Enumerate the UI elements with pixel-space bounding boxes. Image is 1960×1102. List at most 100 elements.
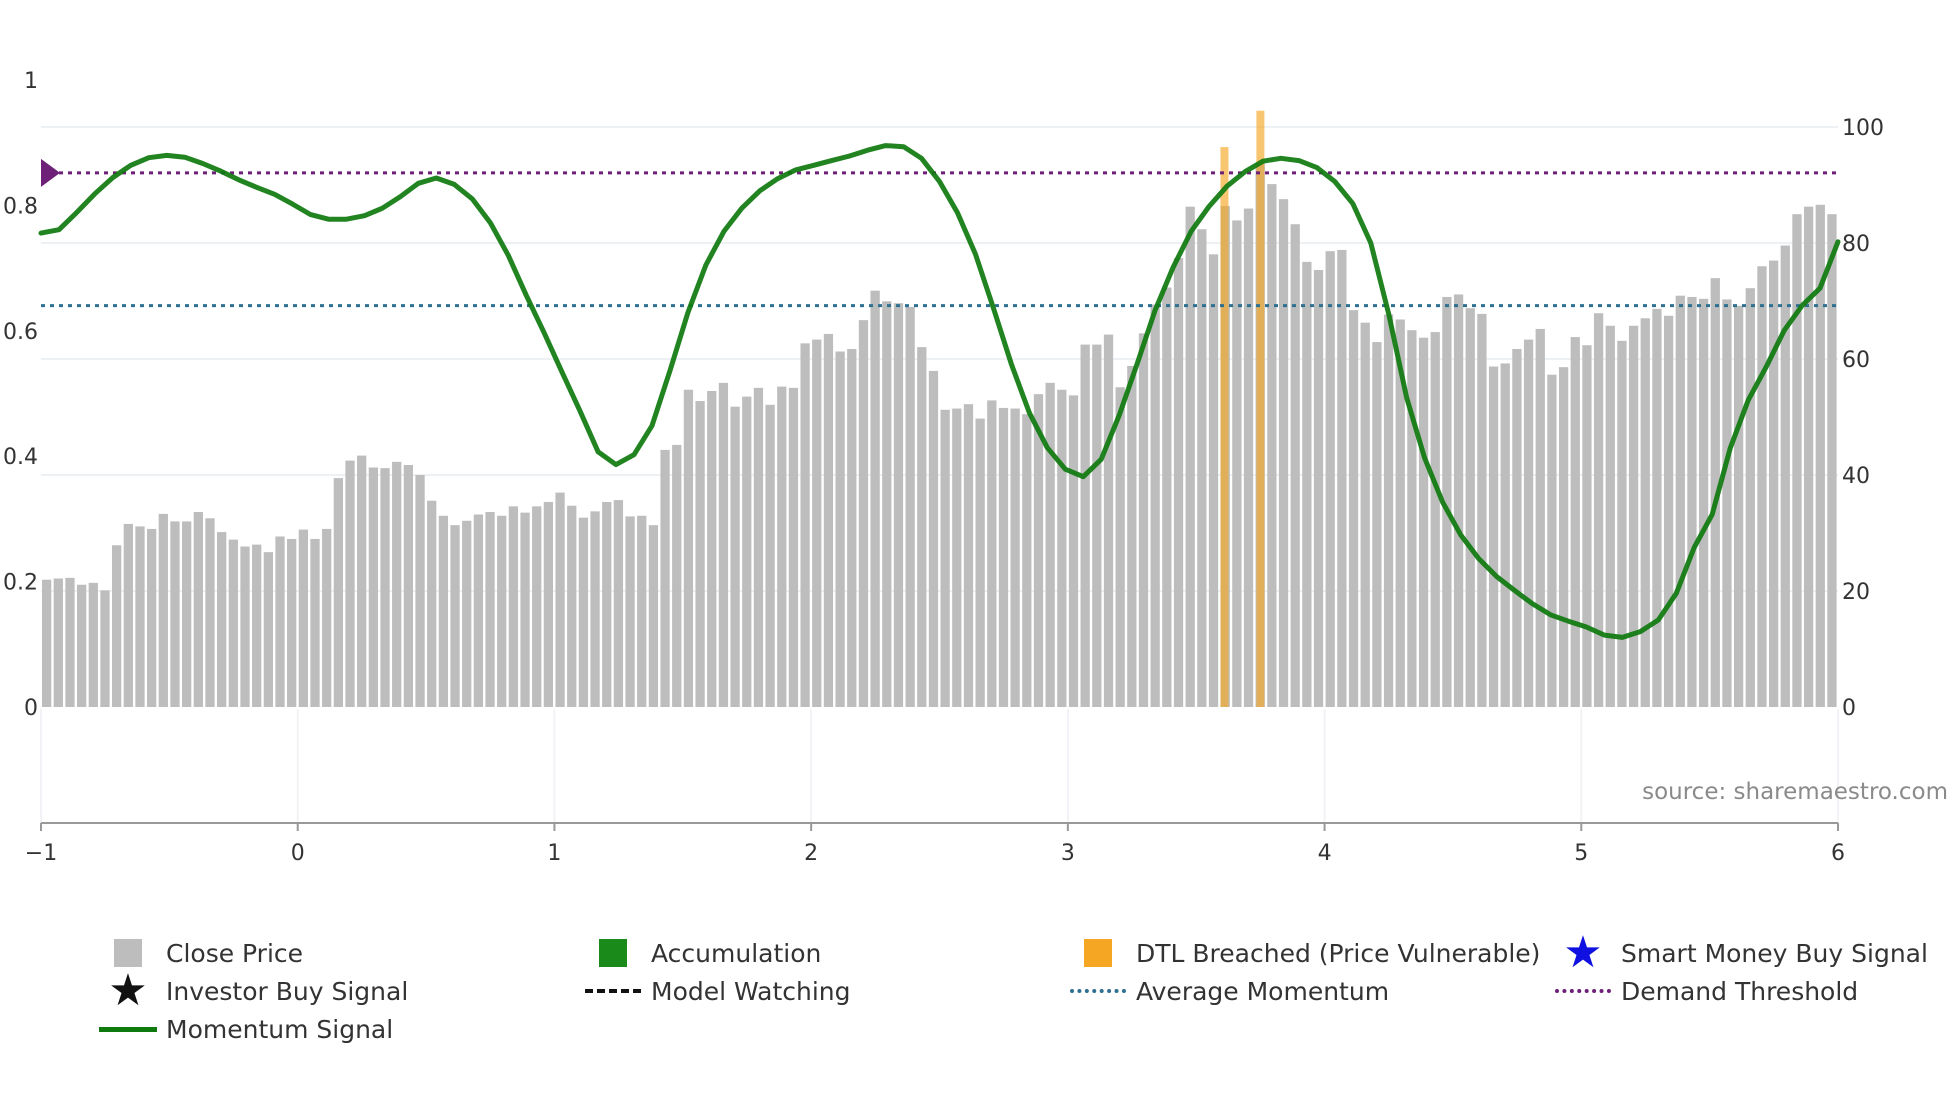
close-price-bar xyxy=(1010,408,1020,707)
close-price-bar xyxy=(217,532,227,707)
close-price-bar xyxy=(1407,330,1417,707)
close-price-bar xyxy=(42,579,52,707)
close-price-bar xyxy=(1687,296,1697,707)
close-price-bar xyxy=(170,521,180,707)
close-price-bar xyxy=(1045,382,1055,707)
close-price-bar xyxy=(427,500,437,707)
demand-threshold-marker xyxy=(41,158,60,187)
close-price-bar xyxy=(65,577,75,707)
close-price-bar xyxy=(263,552,273,707)
close-price-bar xyxy=(1080,344,1090,707)
x-axis-tick-label: 6 xyxy=(1831,841,1845,866)
close-price-bar xyxy=(1628,325,1639,707)
close-price-bar xyxy=(847,348,857,707)
close-price-bar xyxy=(613,500,624,707)
close-price-bar xyxy=(590,511,600,707)
close-price-bar xyxy=(1780,245,1790,707)
x-axis-tick-label: 0 xyxy=(291,841,305,866)
close-price-bar xyxy=(1500,363,1510,707)
close-price-bar xyxy=(158,513,168,707)
close-price-bar xyxy=(532,506,542,707)
close-price-bar xyxy=(1535,328,1545,707)
close-price-bars xyxy=(42,163,1837,708)
close-price-bar xyxy=(1710,278,1720,707)
close-price-bar xyxy=(1768,260,1779,707)
close-price-bar xyxy=(415,475,425,707)
close-price-bar xyxy=(508,506,519,707)
close-price-bar xyxy=(228,539,238,707)
close-price-bar xyxy=(1395,319,1405,707)
close-price-bar xyxy=(252,544,262,707)
right-axis-tick-label: 20 xyxy=(1842,580,1870,605)
close-price-bar xyxy=(707,390,717,707)
close-price-bar xyxy=(403,464,413,707)
close-price-bar xyxy=(788,387,799,707)
close-price-bar xyxy=(1442,296,1452,707)
close-price-bar xyxy=(380,468,390,707)
close-price-bar xyxy=(368,467,378,707)
close-price-bar xyxy=(1208,254,1219,707)
left-axis-tick-label: 1 xyxy=(24,69,38,94)
close-price-bar xyxy=(345,460,355,707)
close-price-bar xyxy=(1523,339,1534,707)
close-price-bar xyxy=(275,536,285,707)
close-price-bar xyxy=(835,351,845,707)
close-price-bar xyxy=(462,520,472,707)
close-price-bar xyxy=(1617,340,1627,707)
close-price-bar xyxy=(1185,206,1195,707)
close-price-bar xyxy=(952,408,962,707)
close-price-bar xyxy=(357,455,367,707)
close-price-bar xyxy=(1477,313,1487,707)
close-price-bar xyxy=(987,400,997,707)
close-price-bar xyxy=(1033,394,1044,707)
close-price-bar xyxy=(1150,304,1160,707)
right-axis-tick-label: 40 xyxy=(1842,464,1870,489)
right-axis-tick-label: 100 xyxy=(1842,116,1884,141)
close-price-bar xyxy=(298,529,308,707)
close-price-bar xyxy=(648,525,659,707)
close-price-bar xyxy=(1138,333,1149,707)
close-price-bar xyxy=(637,515,647,707)
close-price-bar xyxy=(998,407,1009,707)
close-price-bar xyxy=(1057,389,1067,707)
dtl-breached-bar xyxy=(1220,147,1229,708)
close-price-bar xyxy=(497,515,507,707)
left-axis-tick-label: 0.4 xyxy=(3,445,38,470)
left-axis-tick-label: 0.8 xyxy=(3,194,38,219)
close-price-bar xyxy=(1232,220,1242,707)
close-price-bar xyxy=(1640,318,1650,707)
close-price-bar xyxy=(205,518,215,707)
close-price-bar xyxy=(135,526,145,707)
close-price-bar xyxy=(1512,348,1522,707)
close-price-bar xyxy=(660,449,670,707)
close-price-bar xyxy=(1570,337,1580,707)
close-price-bar xyxy=(917,347,927,707)
close-price-bar xyxy=(1162,287,1172,707)
close-price-bar xyxy=(182,521,192,707)
close-price-bar xyxy=(578,517,589,707)
close-price-bar xyxy=(240,546,250,707)
close-price-bar xyxy=(1022,414,1032,707)
close-price-bar xyxy=(1815,204,1825,707)
close-price-bar xyxy=(450,525,460,707)
x-axis-tick-label: 5 xyxy=(1574,841,1588,866)
close-price-bar xyxy=(1173,258,1184,707)
close-price-bar xyxy=(1803,206,1814,707)
close-price-bar xyxy=(1325,251,1335,708)
close-price-bar xyxy=(485,512,495,707)
right-axis-tick-label: 0 xyxy=(1842,696,1856,721)
close-price-bar xyxy=(1313,269,1324,707)
close-price-bar xyxy=(1582,345,1592,707)
x-axis-tick-label: −1 xyxy=(25,841,57,866)
x-axis-tick-label: 3 xyxy=(1061,841,1075,866)
close-price-bar xyxy=(1453,294,1464,707)
close-price-bar xyxy=(555,492,565,707)
close-price-bar xyxy=(1663,315,1674,707)
close-price-bar xyxy=(905,306,915,707)
close-price-bar xyxy=(1547,374,1557,707)
close-price-bar xyxy=(753,387,764,707)
x-axis-tick-label: 4 xyxy=(1318,841,1332,866)
close-price-bar xyxy=(1593,313,1604,707)
close-price-bar xyxy=(193,512,203,707)
